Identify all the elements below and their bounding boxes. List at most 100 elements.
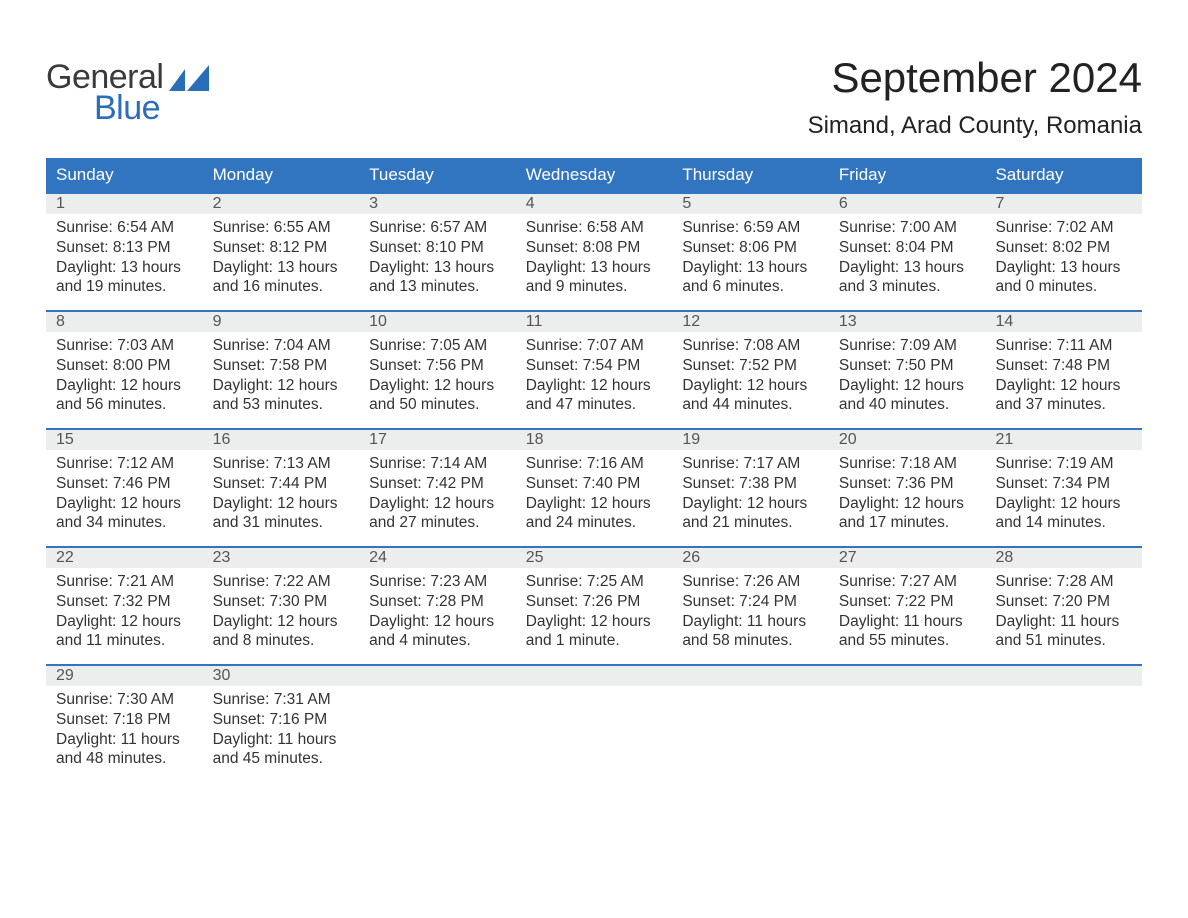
sunrise-line: Sunrise: 7:22 AM (213, 572, 350, 592)
daylight-line-2: and 1 minute. (526, 631, 663, 651)
sunset-line: Sunset: 7:24 PM (682, 592, 819, 612)
daylight-line-1: Daylight: 11 hours (839, 612, 976, 632)
day-number: 5 (672, 194, 829, 214)
daylight-line-1: Daylight: 13 hours (213, 258, 350, 278)
sunrise-line: Sunrise: 7:02 AM (995, 218, 1132, 238)
sunrise-line: Sunrise: 6:55 AM (213, 218, 350, 238)
day-cell: 13 Sunrise: 7:09 AMSunset: 7:50 PMDayligh… (829, 310, 986, 428)
daylight-line-2: and 4 minutes. (369, 631, 506, 651)
day-number: 27 (829, 548, 986, 568)
sunrise-line: Sunrise: 7:11 AM (995, 336, 1132, 356)
daylight-line-1: Daylight: 11 hours (213, 730, 350, 750)
day-details: Sunrise: 6:54 AMSunset: 8:13 PMDaylight:… (46, 214, 203, 297)
daylight-line-2: and 37 minutes. (995, 395, 1132, 415)
day-cell: 8Sunrise: 7:03 AMSunset: 8:00 PMDaylight… (46, 310, 203, 428)
day-details: Sunrise: 6:55 AMSunset: 8:12 PMDaylight:… (203, 214, 360, 297)
weekday-header: Monday (203, 158, 360, 192)
weekday-header: Friday (829, 158, 986, 192)
day-details: Sunrise: 7:28 AMSunset: 7:20 PMDaylight:… (985, 568, 1142, 651)
daylight-line-2: and 56 minutes. (56, 395, 193, 415)
sunset-line: Sunset: 7:34 PM (995, 474, 1132, 494)
day-details: Sunrise: 6:58 AMSunset: 8:08 PMDaylight:… (516, 214, 673, 297)
day-number: 22 (46, 548, 203, 568)
daylight-line-1: Daylight: 12 hours (682, 494, 819, 514)
sunrise-line: Sunrise: 7:25 AM (526, 572, 663, 592)
daylight-line-1: Daylight: 12 hours (839, 376, 976, 396)
daylight-line-1: Daylight: 11 hours (995, 612, 1132, 632)
day-number: 26 (672, 548, 829, 568)
day-details: Sunrise: 7:30 AMSunset: 7:18 PMDaylight:… (46, 686, 203, 769)
daylight-line-2: and 8 minutes. (213, 631, 350, 651)
daylight-line-1: Daylight: 12 hours (213, 376, 350, 396)
daylight-line-2: and 51 minutes. (995, 631, 1132, 651)
day-number: 16 (203, 430, 360, 450)
daylight-line-1: Daylight: 13 hours (56, 258, 193, 278)
day-cell: 12Sunrise: 7:08 AMSunset: 7:52 PMDayligh… (672, 310, 829, 428)
day-cell: 22Sunrise: 7:21 AMSunset: 7:32 PMDayligh… (46, 546, 203, 664)
daylight-line-2: and 21 minutes. (682, 513, 819, 533)
daylight-line-2: and 19 minutes. (56, 277, 193, 297)
sunset-line: Sunset: 7:36 PM (839, 474, 976, 494)
daylight-line-1: Daylight: 13 hours (839, 258, 976, 278)
day-number: 13 (829, 312, 986, 332)
day-cell: 30Sunrise: 7:31 AMSunset: 7:16 PMDayligh… (203, 664, 360, 782)
sunset-line: Sunset: 7:54 PM (526, 356, 663, 376)
sunrise-line: Sunrise: 7:26 AM (682, 572, 819, 592)
daylight-line-1: Daylight: 12 hours (526, 612, 663, 632)
daylight-line-1: Daylight: 12 hours (369, 494, 506, 514)
day-number: 29 (46, 666, 203, 686)
day-cell: 18Sunrise: 7:16 AMSunset: 7:40 PMDayligh… (516, 428, 673, 546)
day-number: 25 (516, 548, 673, 568)
sunset-line: Sunset: 7:44 PM (213, 474, 350, 494)
sunset-line: Sunset: 7:50 PM (839, 356, 976, 376)
sunset-line: Sunset: 8:04 PM (839, 238, 976, 258)
day-details: Sunrise: 6:57 AMSunset: 8:10 PMDaylight:… (359, 214, 516, 297)
sunrise-line: Sunrise: 7:08 AM (682, 336, 819, 356)
daylight-line-1: Daylight: 13 hours (682, 258, 819, 278)
sunrise-line: Sunrise: 7:30 AM (56, 690, 193, 710)
sunset-line: Sunset: 8:08 PM (526, 238, 663, 258)
day-cell: 6Sunrise: 7:00 AMSunset: 8:04 PMDaylight… (829, 192, 986, 310)
day-details: Sunrise: 7:17 AMSunset: 7:38 PMDaylight:… (672, 450, 829, 533)
day-cell: 28Sunrise: 7:28 AMSunset: 7:20 PMDayligh… (985, 546, 1142, 664)
day-details: Sunrise: 7:22 AMSunset: 7:30 PMDaylight:… (203, 568, 360, 651)
weekday-header-row: SundayMondayTuesdayWednesdayThursdayFrid… (46, 158, 1142, 192)
sunset-line: Sunset: 7:48 PM (995, 356, 1132, 376)
sunrise-line: Sunrise: 7:00 AM (839, 218, 976, 238)
day-number: 2 (203, 194, 360, 214)
daylight-line-1: Daylight: 13 hours (369, 258, 506, 278)
day-details: Sunrise: 7:25 AMSunset: 7:26 PMDaylight:… (516, 568, 673, 651)
day-details: Sunrise: 7:03 AMSunset: 8:00 PMDaylight:… (46, 332, 203, 415)
sunset-line: Sunset: 8:02 PM (995, 238, 1132, 258)
daylight-line-2: and 34 minutes. (56, 513, 193, 533)
weekday-header: Wednesday (516, 158, 673, 192)
day-cell: 27Sunrise: 7:27 AMSunset: 7:22 PMDayligh… (829, 546, 986, 664)
day-cell: 9Sunrise: 7:04 AMSunset: 7:58 PMDaylight… (203, 310, 360, 428)
day-cell: 23Sunrise: 7:22 AMSunset: 7:30 PMDayligh… (203, 546, 360, 664)
sunrise-line: Sunrise: 7:13 AM (213, 454, 350, 474)
sunrise-line: Sunrise: 7:16 AM (526, 454, 663, 474)
day-cell: 11Sunrise: 7:07 AMSunset: 7:54 PMDayligh… (516, 310, 673, 428)
sunrise-line: Sunrise: 7:14 AM (369, 454, 506, 474)
daylight-line-1: Daylight: 13 hours (995, 258, 1132, 278)
day-cell: 16Sunrise: 7:13 AMSunset: 7:44 PMDayligh… (203, 428, 360, 546)
day-details: Sunrise: 7:31 AMSunset: 7:16 PMDaylight:… (203, 686, 360, 769)
daylight-line-1: Daylight: 13 hours (526, 258, 663, 278)
day-number: 19 (672, 430, 829, 450)
sunrise-line: Sunrise: 6:58 AM (526, 218, 663, 238)
weekday-header: Saturday (985, 158, 1142, 192)
sunrise-line: Sunrise: 7:03 AM (56, 336, 193, 356)
sunset-line: Sunset: 7:42 PM (369, 474, 506, 494)
sunrise-line: Sunrise: 7:09 AM (839, 336, 976, 356)
weekday-header: Tuesday (359, 158, 516, 192)
sunset-line: Sunset: 7:26 PM (526, 592, 663, 612)
daylight-line-1: Daylight: 12 hours (56, 376, 193, 396)
header: General Blue September 2024 Simand, Arad… (46, 40, 1142, 140)
sunrise-line: Sunrise: 7:12 AM (56, 454, 193, 474)
day-cell: 19Sunrise: 7:17 AMSunset: 7:38 PMDayligh… (672, 428, 829, 546)
day-cell: 4Sunrise: 6:58 AMSunset: 8:08 PMDaylight… (516, 192, 673, 310)
sunset-line: Sunset: 7:58 PM (213, 356, 350, 376)
week-row: 15Sunrise: 7:12 AMSunset: 7:46 PMDayligh… (46, 428, 1142, 546)
sunrise-line: Sunrise: 7:19 AM (995, 454, 1132, 474)
week-row: 29Sunrise: 7:30 AMSunset: 7:18 PMDayligh… (46, 664, 1142, 782)
